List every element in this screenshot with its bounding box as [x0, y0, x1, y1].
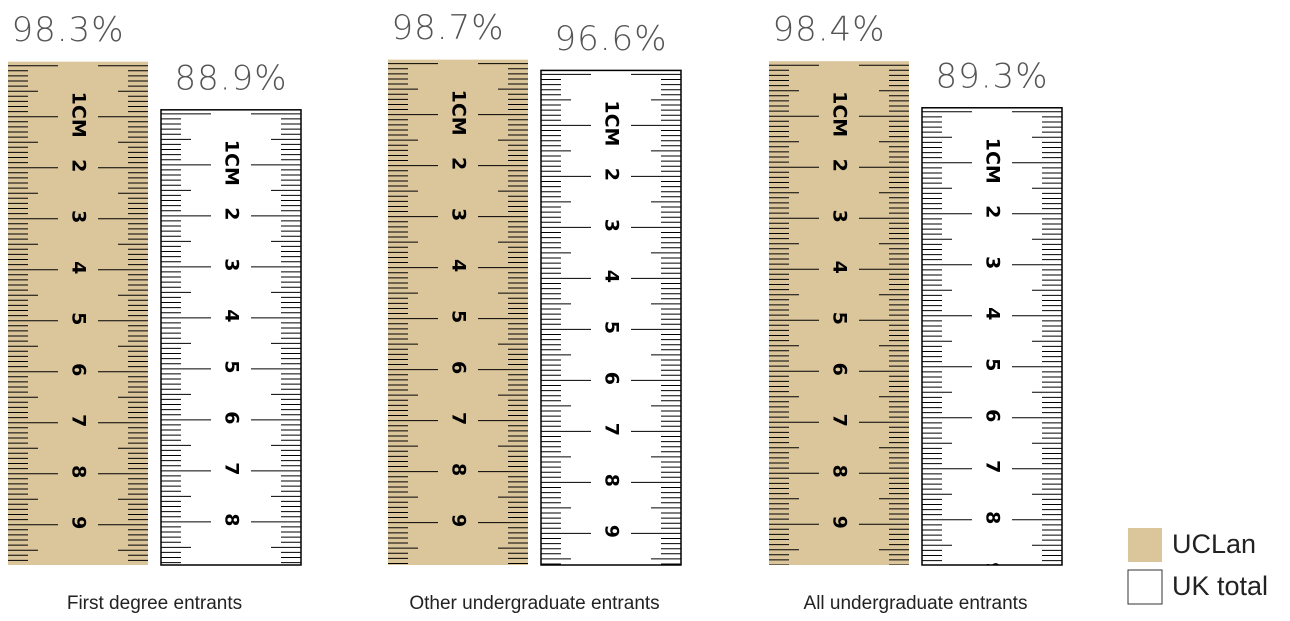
- ruler-number: 7: [221, 462, 243, 475]
- ruler-number: 2: [982, 205, 1004, 218]
- ruler-number: 8: [68, 465, 90, 478]
- ruler-number: 3: [448, 208, 470, 221]
- ruler-number: 5: [601, 321, 623, 334]
- ruler-number: 9: [68, 516, 90, 529]
- value-label: 98.7%: [391, 8, 504, 48]
- ruler-number: 9: [982, 562, 1004, 575]
- ruler-scale: 1CM 2 3 4 5 6 7 8 9: [541, 73, 681, 565]
- ruler-number: 5: [68, 312, 90, 325]
- ruler-scale: 1CM 2 3 4 5 6 7 8 9: [922, 111, 1062, 575]
- ruler-number: 5: [829, 312, 851, 325]
- ruler-number: 8: [448, 463, 470, 476]
- ruler-number: 9: [221, 564, 243, 577]
- ruler-number: 1CM: [601, 100, 623, 146]
- ruler-number: 4: [448, 259, 470, 272]
- ruler-number: 5: [448, 310, 470, 323]
- ruler-number: 3: [982, 256, 1004, 269]
- legend-swatch: [1128, 528, 1162, 562]
- ruler-scale: 1CM 2 3 4 5 6 7 8 9: [769, 64, 909, 566]
- ruler-number: 5: [982, 358, 1004, 371]
- ruler-number: 9: [829, 516, 851, 529]
- ruler-number: 6: [982, 409, 1004, 422]
- ruler-number: 3: [68, 210, 90, 223]
- ruler-number: 6: [68, 363, 90, 376]
- ruler-number: 7: [601, 423, 623, 436]
- ruler-number: 4: [829, 261, 851, 274]
- ruler-number: 6: [448, 361, 470, 374]
- ruler-number: 1CM: [68, 92, 90, 138]
- ruler-scale: 1CM 2 3 4 5 6 7 8 9: [8, 65, 148, 561]
- ruler-number: 7: [982, 460, 1004, 473]
- value-label: 88.9%: [174, 58, 287, 98]
- ruler-number: 2: [221, 207, 243, 220]
- ruler-number: 1CM: [448, 90, 470, 136]
- ruler-number: 1CM: [829, 91, 851, 137]
- ruler-number: 7: [448, 412, 470, 425]
- bar: [388, 59, 528, 565]
- ruler-number: 2: [601, 168, 623, 181]
- ruler-number: 3: [829, 210, 851, 223]
- ruler-number: 4: [982, 307, 1004, 320]
- ruler-number: 8: [601, 474, 623, 487]
- ruler-number: 8: [982, 511, 1004, 524]
- ruler-scale: 1CM 2 3 4 5 6 7 8 9: [161, 113, 301, 577]
- value-label: 96.6%: [554, 19, 667, 59]
- value-label: 89.3%: [935, 56, 1048, 96]
- ruler-number: 4: [221, 309, 243, 322]
- ruler-number: 3: [221, 258, 243, 271]
- ruler-number: 7: [68, 414, 90, 427]
- ruler-scale: 1CM 2 3 4 5 6 7 8 9: [388, 63, 528, 564]
- ruler-number: 2: [68, 159, 90, 172]
- ruler-number: 8: [221, 513, 243, 526]
- x-tick-label: All undergraduate entrants: [804, 593, 1028, 614]
- bar: [921, 107, 1063, 566]
- ruler-number: 4: [601, 270, 623, 283]
- x-tick-label: Other undergraduate entrants: [409, 593, 659, 614]
- legend-swatch: [1127, 569, 1163, 605]
- value-label: 98.3%: [11, 10, 124, 50]
- bar: [8, 61, 148, 565]
- ruler-number: 2: [829, 159, 851, 172]
- ruler-number: 3: [601, 219, 623, 232]
- ruler-number: 8: [829, 465, 851, 478]
- bar: [160, 109, 302, 566]
- ruler-number: 5: [221, 360, 243, 373]
- ruler-number: 6: [601, 372, 623, 385]
- ruler-number: 6: [221, 411, 243, 424]
- legend-label: UK total: [1172, 571, 1268, 601]
- ruler-number: 4: [68, 261, 90, 274]
- ruler-number: 2: [448, 157, 470, 170]
- bar: [769, 61, 909, 565]
- ruler-number: 9: [448, 514, 470, 527]
- legend-label: UCLan: [1172, 529, 1256, 559]
- ruler-number: 6: [829, 363, 851, 376]
- ruler-number: 1CM: [982, 138, 1004, 184]
- x-tick-label: First degree entrants: [67, 593, 242, 614]
- ruler-number: 7: [829, 414, 851, 427]
- ruler-number: 9: [601, 525, 623, 538]
- ruler-number: 1CM: [221, 140, 243, 186]
- value-label: 98.4%: [772, 10, 885, 50]
